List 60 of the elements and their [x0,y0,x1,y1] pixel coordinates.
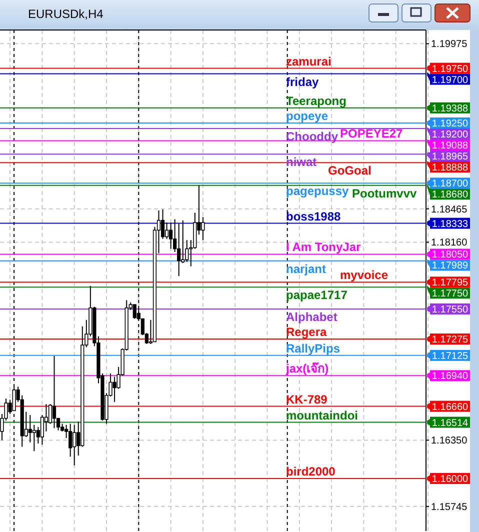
annotation: popeye [286,108,328,123]
annotation: I Am TonyJar [286,240,362,254]
annotation: bird2000 [286,464,336,478]
y-tick-label: 1.15745 [431,502,468,513]
ref-line-label: 1.19088 [432,140,469,152]
y-tick-label: 1.16350 [431,436,468,447]
ref-line-label: 1.19200 [432,129,469,140]
y-tick-label: 1.19975 [431,39,468,50]
ref-line-label: 1.17550 [432,304,469,316]
ref-line-label: 1.19250 [432,118,469,130]
annotation: friday [286,74,320,89]
annotation: POPEYE27 [340,126,404,141]
ref-line-label: 1.16660 [432,402,469,413]
ref-line-label: 1.17125 [432,350,469,362]
candlestick [68,423,72,458]
ref-line-label: 1.17275 [432,334,469,346]
candlestick [168,222,173,250]
annotation: pagepussy [286,184,350,198]
ref-line-label: 1.16514 [432,418,469,429]
candlestick [72,424,76,466]
ref-line-label: 1.19750 [432,64,469,75]
ref-line-label: 1.17989 [432,260,469,272]
annotation: Regera [286,325,328,340]
ref-line-label: 1.19388 [432,103,469,114]
candlestick [164,222,169,240]
ref-line-label: 1.16000 [432,474,469,485]
y-tick-label: 1.18465 [431,204,468,216]
annotation: Chooddy [286,129,338,144]
ref-line-label: 1.17750 [432,288,469,300]
annotation: zamurai [286,54,332,68]
ref-line-label: 1.18888 [432,162,469,174]
y-tick-label: 1.18160 [431,238,468,249]
annotation: RallyPips [286,341,340,356]
annotation: narjant [286,262,326,276]
ref-line-label: 1.18333 [432,218,469,230]
ref-line-label: 1.18700 [432,178,469,190]
annotation: Teerapong [286,94,346,108]
annotation: Alphabet [286,310,338,324]
ref-line-label: 1.17795 [432,278,469,289]
annotation: mountaindoi [286,408,358,422]
annotation: KK-789 [286,392,328,406]
annotation: papae1717 [286,288,348,302]
annotation: myvoice [340,268,388,282]
ref-line-label: 1.16940 [432,371,469,382]
candlestick [32,424,36,452]
candlestick [52,355,56,429]
ref-line-label: 1.19700 [432,74,469,86]
candlestick [48,404,52,424]
annotation: Pootumvvv [352,186,418,200]
candlestick [160,208,165,240]
annotation: GoGoal [328,164,372,178]
legend-label: 1.18680 [432,190,469,201]
candlestick [177,223,181,277]
ref-line-label: 1.18050 [432,250,469,261]
annotation: jax(เจ๊ก) [285,362,329,376]
annotation: boss1988 [286,209,342,224]
chart-title: EURUSDk,H4 [28,7,104,21]
ref-line-label: 1.18965 [432,151,469,162]
candlestick [112,376,116,402]
candlestick [201,216,205,241]
